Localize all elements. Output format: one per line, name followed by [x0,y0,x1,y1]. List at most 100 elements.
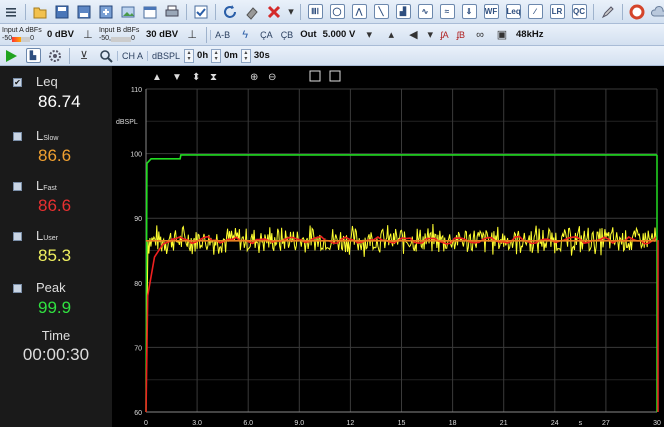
filter-d-icon[interactable]: ╲ [372,3,390,21]
delete-icon[interactable] [265,3,283,21]
reading-value: 86.6 [38,196,72,215]
link-icon[interactable]: ∞ [476,28,484,41]
input-a-min: -50 [2,34,13,42]
input-b-meter [111,37,131,42]
menu-icon[interactable] [2,3,20,21]
speaker-dropdown-icon[interactable]: ▾ [427,29,434,41]
reading-checkbox[interactable] [13,132,22,141]
settings-icon[interactable] [46,47,64,65]
range-a-icon[interactable]: ⊥ [83,29,93,41]
zoom-out-icon[interactable]: ⊖ [268,72,276,83]
unit-select[interactable]: dBSPL [147,50,184,61]
reading-checkbox[interactable]: ✔ [13,78,22,87]
open-icon[interactable] [31,3,49,21]
time-label: Time [41,328,71,343]
filter-a-icon[interactable]: ⅢⅠ [306,3,324,21]
y-tick-label: 60 [134,410,142,417]
nav-down-icon[interactable]: ▼ [172,72,182,83]
cha-button[interactable]: ÇA [260,29,273,40]
reading-checkbox[interactable] [13,284,22,293]
ruler-icon[interactable]: ∕ [526,3,544,21]
filter-e-icon[interactable]: ▟ [394,3,412,21]
reading-label: LFast [36,178,57,193]
time-seconds[interactable]: 30s [253,50,270,61]
channel-select[interactable]: CH A [117,50,147,61]
x-tick-label: 18 [449,420,457,427]
x-tick-label: 0 [144,420,148,427]
filter-c-icon[interactable]: ⋀ [350,3,368,21]
download-icon[interactable]: ⇓ [460,3,478,21]
hours-spinner[interactable]: ▴ ▾ [184,48,195,63]
reading-label: LUser [36,228,59,243]
up-icon[interactable]: ▴ [388,29,395,41]
qc-icon[interactable]: QC [570,3,588,21]
export-icon[interactable] [97,3,115,21]
calendar-icon[interactable] [141,3,159,21]
dropdown-icon[interactable]: ▾ [366,29,373,41]
readings-panel: ✔ Leq 86.74 LSlow 86.6 LFast 86.6 LUser 85.3 Peak… [0,66,112,427]
filter-g-icon[interactable]: ≈ [438,3,456,21]
checklist-icon[interactable] [192,3,210,21]
input-a-level[interactable]: 0 dBV [47,29,74,40]
y-axis-label: dBSPL [116,119,138,126]
run-toolbar: ▙ ⊻ CH A dBSPL ▴ ▾ 0h ▴ ▾ 0m ▴ ▾ 30s [0,46,664,66]
zoom-in-icon[interactable]: ⊕ [250,72,258,83]
cloud-settings-icon[interactable] [650,3,664,21]
time-hours[interactable]: 0h [197,50,209,61]
seconds-spinner[interactable]: ▴ ▾ [240,48,251,63]
reading-checkbox[interactable] [13,182,22,191]
save-icon[interactable] [53,3,71,21]
time-history-chart: ▲ ▼ ⬍ ⧗ ⊕ ⊖ dBSPL 110 100 90 80 70 60 0 3.0 6.0 9… [112,66,664,427]
nav-up-icon[interactable]: ▲ [152,72,162,83]
print-icon[interactable] [163,3,181,21]
separator [593,3,594,20]
out-voltage[interactable]: 5.000 V [322,29,356,40]
chart-view-icon[interactable]: ▙ [24,47,42,65]
delete-dropdown-icon[interactable]: ▾ [288,6,294,18]
minutes-spinner[interactable]: ▴ ▾ [211,48,222,63]
separator [186,3,187,20]
filter-b-icon[interactable]: ◯ [328,3,346,21]
lr-icon[interactable]: LR [548,3,566,21]
reading-checkbox[interactable] [13,232,22,241]
weighting-wf-icon[interactable]: WF [482,3,500,21]
x-tick-label: 24 [551,420,559,427]
nav-expand-icon[interactable]: ⬍ [192,72,200,83]
pen-icon[interactable] [599,3,617,21]
y-tick-label: 110 [131,87,142,94]
cursor-a-icon[interactable] [309,70,321,82]
range-b-icon[interactable]: ⊥ [187,29,197,41]
input-a-zero: 0 [30,34,35,42]
separator [206,26,208,43]
input-b-level[interactable]: 30 dBV [145,29,179,40]
y-tick-label: 70 [134,345,142,352]
fa-button[interactable]: ʄA [440,29,449,40]
time-minutes[interactable]: 0m [224,50,238,61]
device-icon[interactable]: ▣ [496,29,508,41]
filter-f-icon[interactable]: ∿ [416,3,434,21]
time-display: Time 00:00:30 [0,328,112,365]
sample-rate[interactable]: 48kHz [516,29,544,40]
input-a-label: Input A [2,26,24,34]
cursor-b-icon[interactable] [329,70,341,82]
chb-button[interactable]: ÇB [280,29,294,40]
image-icon[interactable] [119,3,137,21]
x-tick-label: 21 [500,420,508,427]
save-all-icon[interactable] [75,3,93,21]
sort-icon[interactable]: ⊻ [79,50,89,62]
speaker-icon[interactable]: ◀ [409,29,418,41]
signal-icon[interactable]: ϟ [242,28,249,41]
fb-button[interactable]: ʄB [456,29,465,40]
leq-icon[interactable]: Leq [504,3,522,21]
nav-fit-icon[interactable]: ⧗ [210,72,217,83]
chart-ticks: 110 100 90 80 70 600 3.0 6.0 9.0 12 15 18 21 24 s 27 30 [130,87,661,427]
play-icon[interactable] [2,47,20,65]
eraser-icon[interactable] [243,3,261,21]
input-b-min: -50, [98,34,111,42]
help-icon[interactable] [628,3,646,21]
refresh-icon[interactable] [221,3,239,21]
x-tick-label: s [579,420,583,427]
zoom-icon[interactable] [97,47,115,65]
ab-button[interactable]: A-B [210,29,234,40]
